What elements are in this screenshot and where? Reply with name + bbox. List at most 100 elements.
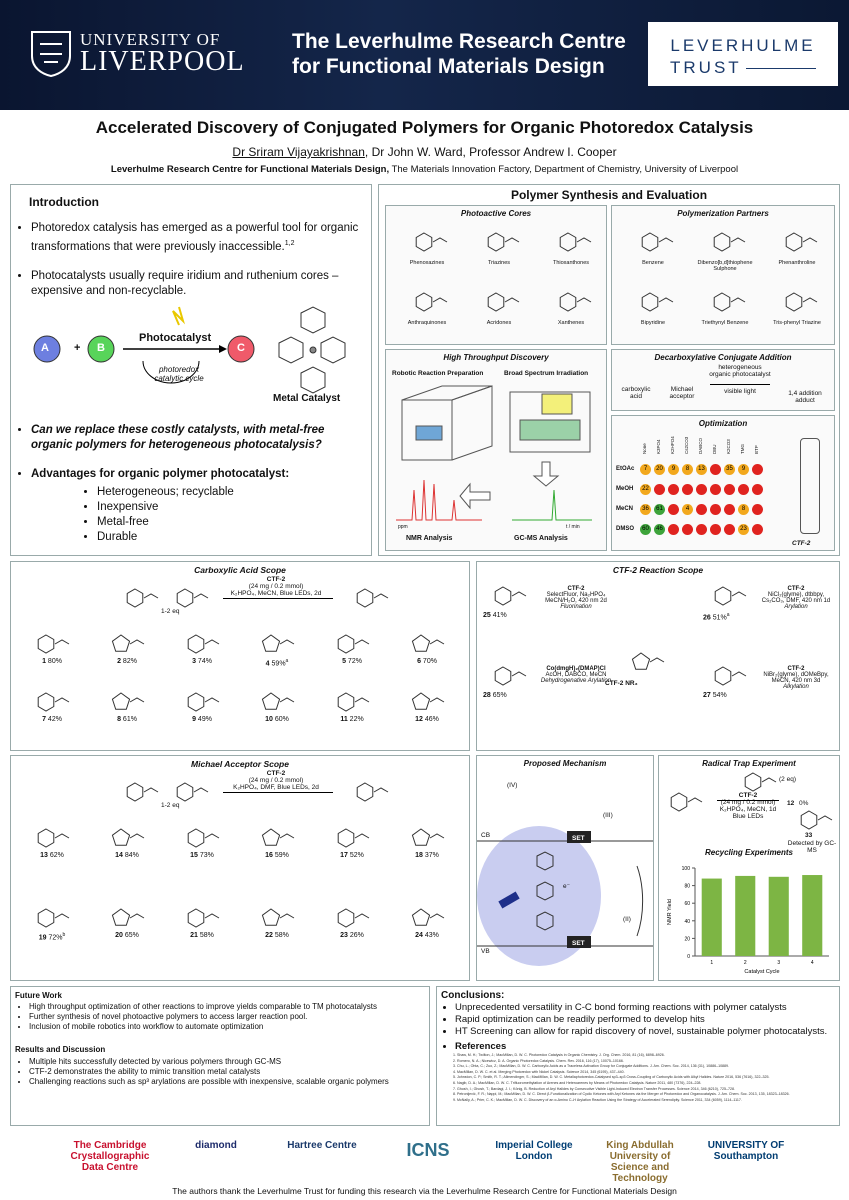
bond (649, 657, 665, 663)
compound-label: 24 43% (392, 932, 462, 939)
product-label: 1,4 addition adduct (788, 390, 822, 404)
bond (143, 593, 159, 599)
result-circle: 4 (682, 504, 693, 515)
structure (187, 908, 220, 928)
compound: 7 42% (17, 688, 87, 744)
box-heading: Carboxylic Acid Scope (194, 565, 286, 575)
structure (785, 292, 818, 312)
compound-label: 9 49% (167, 716, 237, 723)
ring (411, 828, 431, 846)
structure (415, 232, 448, 252)
compound-id: 14 (115, 852, 123, 859)
ring (126, 782, 144, 802)
compound-label: 21 58% (167, 932, 237, 939)
structure (126, 588, 159, 608)
box-heading: Optimization (698, 419, 748, 428)
compound-yield: 70% (422, 658, 437, 665)
compound: 3 74% (167, 630, 237, 686)
nmr-label: NMR Analysis (406, 535, 453, 542)
structure (126, 782, 159, 802)
result-circle (710, 504, 721, 515)
compound-label: 23 26% (317, 932, 387, 939)
y-tick-label: 0 (687, 954, 690, 960)
bond (504, 297, 520, 303)
compound: 22 58% (242, 904, 312, 960)
bond (429, 639, 445, 645)
trust-line2: TRUST (670, 58, 742, 77)
compound-id: 3 (192, 658, 196, 665)
ring (494, 586, 512, 606)
ring (111, 634, 131, 652)
compound-yield: 37% (424, 852, 439, 859)
compound-yield: 84% (124, 852, 139, 859)
footnote: a (726, 612, 730, 618)
ring (337, 828, 355, 848)
centre-line1: The Leverhulme Research Centre (292, 30, 626, 53)
structure (111, 908, 145, 926)
bond (354, 697, 370, 703)
compound: 4 59%a (242, 630, 312, 686)
result-circle (696, 524, 707, 535)
compound: 12 46% (392, 688, 462, 744)
conclusions-panel: Conclusions: Unprecedented versatility i… (436, 986, 840, 1126)
step-label: (III) (603, 812, 613, 819)
reaction-name: Alkylation (783, 684, 809, 690)
compound: 10 60% (242, 688, 312, 744)
structure (744, 772, 777, 792)
equiv: 1-2 eq (161, 608, 180, 615)
compound-yield: 65% (124, 932, 139, 939)
trust-box: LEVERHULME TRUST (648, 22, 838, 86)
compound-yield: 62% (49, 852, 64, 859)
x-tick-label: 4 (811, 960, 814, 966)
result-circle: 20 (654, 464, 665, 475)
detected-label: Detected by GC-MS (787, 840, 837, 854)
ring (800, 810, 818, 830)
structure (111, 634, 145, 652)
condition-line: (24 mg / 0.2 mmol) (720, 799, 776, 806)
structure (631, 652, 665, 670)
logo: ICNS (406, 1140, 450, 1160)
structure (111, 692, 145, 710)
compound: 18 37% (392, 824, 462, 880)
compound-id: 19 (38, 934, 47, 942)
optimization-box: Optimization CTF-2 None K3PO4 K2HPO4 Cs2CO3… (611, 415, 835, 551)
light-label: visible light (724, 388, 756, 395)
x-tick-label: 1 (710, 960, 713, 966)
acid-label: carboxylic acid (621, 386, 651, 400)
adduct-id: 33 (805, 832, 813, 839)
condition-line: NiBr₂(glyme), dOMeBpy, (763, 672, 829, 678)
reference: Shaw, M. H.; Twilton, J.; MacMillan, D. … (457, 1053, 837, 1059)
compound-label: 3 74% (167, 658, 237, 665)
compound-id: 8 (117, 716, 121, 723)
compound-yield: 59% (274, 852, 289, 859)
co-authors: , Dr John W. Ward, Professor Andrew I. C… (364, 145, 617, 159)
result-circle: 9 (738, 464, 749, 475)
box-heading: CTF-2 Reaction Scope (612, 565, 704, 575)
result-circle: 61 (654, 504, 665, 515)
product-label: 26 51%a (703, 612, 730, 621)
footer: The authors thank the Leverhulme Trust f… (172, 1186, 677, 1196)
compound-label: 14 84% (92, 852, 162, 859)
result-circle (654, 484, 665, 495)
bond (730, 237, 746, 243)
metal-catalyst-label: Metal Catalyst (273, 393, 341, 404)
ring (356, 588, 374, 608)
affiliation: Leverhulme Research Centre for Functiona… (0, 164, 849, 175)
logo: The Cambridge Crystallographic Data Cent… (70, 1140, 150, 1173)
compound-yield: 52% (349, 852, 364, 859)
future-list: High throughput optimization of other re… (13, 1002, 423, 1032)
compound-yield: 82% (122, 658, 137, 665)
result-circle (724, 524, 735, 535)
bond (54, 833, 70, 839)
structure (261, 634, 295, 652)
compound-yield: 65% (492, 692, 507, 699)
compound-id: 23 (340, 932, 348, 939)
ring (785, 292, 803, 312)
bond (204, 913, 220, 919)
compound-label: 1 80% (17, 658, 87, 665)
university-line2: LIVERPOOL (80, 46, 245, 77)
bond (576, 297, 592, 303)
ring (337, 634, 355, 654)
compound-id: 18 (415, 852, 423, 859)
result-circle: 46 (654, 524, 665, 535)
